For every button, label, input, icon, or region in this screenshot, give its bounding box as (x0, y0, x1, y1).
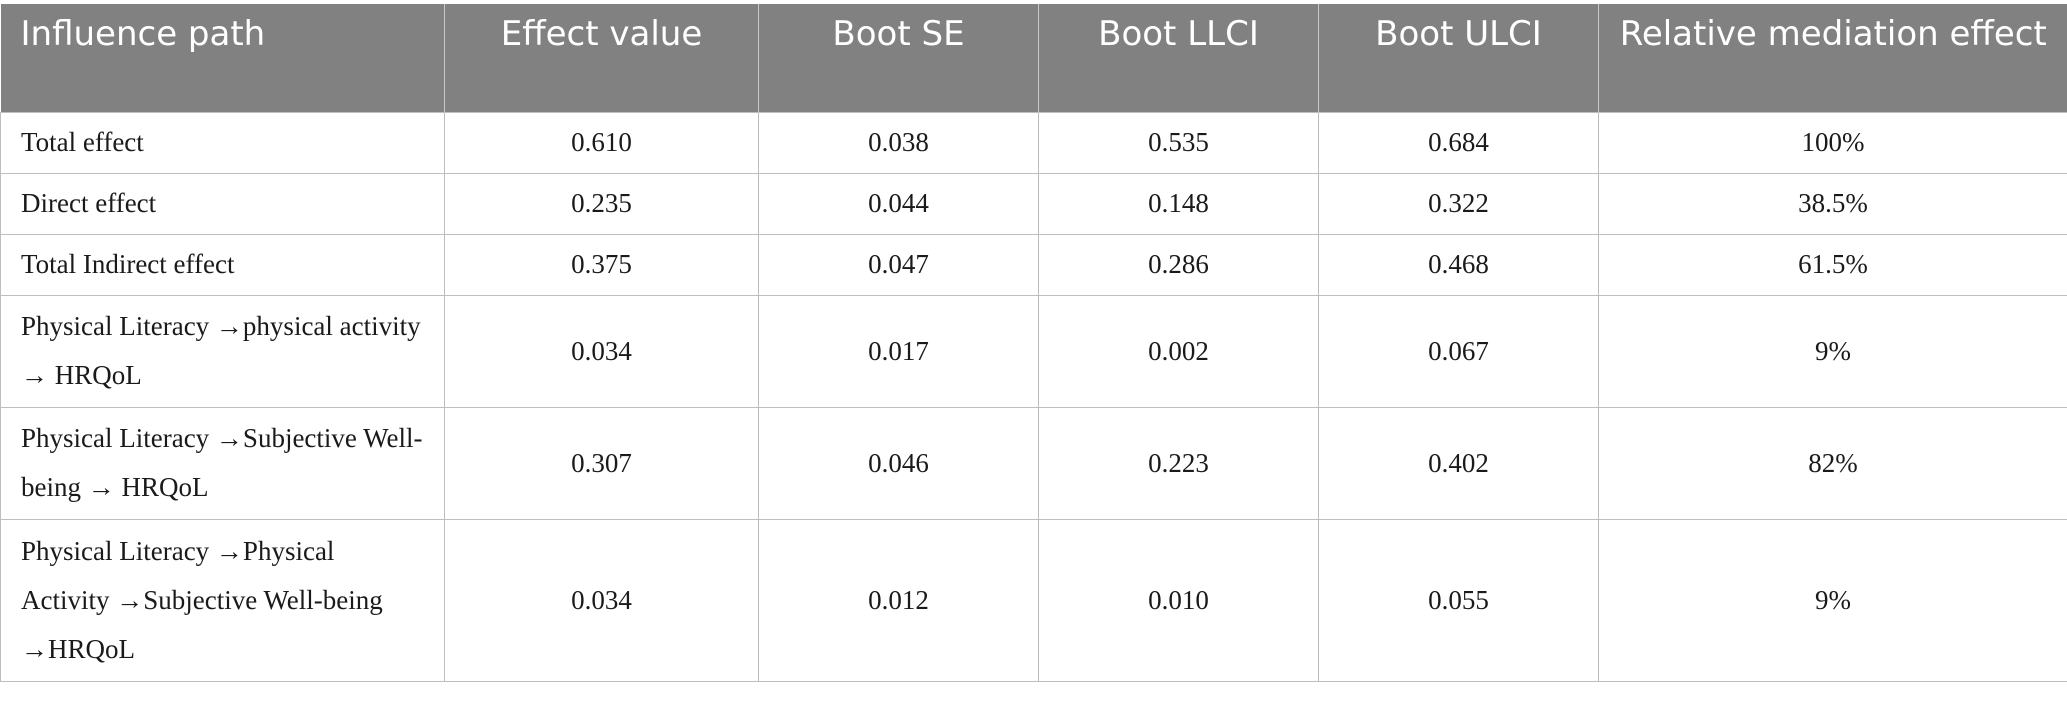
effect-value-cell: 0.610 (444, 111, 759, 174)
header-influence-path: Influence path (0, 4, 445, 112)
header-effect-value: Effect value (444, 4, 759, 112)
effect-value-cell: 0.034 (444, 518, 759, 682)
relative-effect-cell: 61.5% (1598, 233, 2067, 296)
table-row: Total Indirect effect 0.375 0.047 0.286 … (0, 233, 2067, 296)
table-row: Physical Literacy →Physical Activity →Su… (0, 518, 2067, 682)
header-relative-mediation-effect: Relative mediation effect (1598, 4, 2067, 112)
boot-ulci-cell: 0.468 (1318, 233, 1599, 296)
boot-ulci-cell: 0.684 (1318, 111, 1599, 174)
boot-se-cell: 0.038 (758, 111, 1039, 174)
influence-path-cell: Direct effect (0, 172, 445, 235)
influence-path-cell: Physical Literacy →Physical Activity →Su… (0, 518, 445, 682)
effect-value-cell: 0.034 (444, 294, 759, 408)
header-boot-ulci: Boot ULCI (1318, 4, 1599, 112)
header-row: Influence path Effect value Boot SE Boot… (0, 4, 2067, 112)
boot-llci-cell: 0.535 (1038, 111, 1319, 174)
effect-value-cell: 0.307 (444, 406, 759, 520)
boot-se-cell: 0.044 (758, 172, 1039, 235)
influence-path-cell: Total effect (0, 111, 445, 174)
boot-ulci-cell: 0.402 (1318, 406, 1599, 520)
effect-value-cell: 0.235 (444, 172, 759, 235)
boot-llci-cell: 0.286 (1038, 233, 1319, 296)
boot-se-cell: 0.017 (758, 294, 1039, 408)
table-body: Total effect 0.610 0.038 0.535 0.684 100… (0, 111, 2067, 682)
table-row: Physical Literacy →physical activity → H… (0, 294, 2067, 408)
effect-value-cell: 0.375 (444, 233, 759, 296)
boot-ulci-cell: 0.067 (1318, 294, 1599, 408)
boot-se-cell: 0.047 (758, 233, 1039, 296)
boot-se-cell: 0.012 (758, 518, 1039, 682)
mediation-effect-table: Influence path Effect value Boot SE Boot… (0, 4, 2067, 682)
relative-effect-cell: 100% (1598, 111, 2067, 174)
table-row: Total effect 0.610 0.038 0.535 0.684 100… (0, 111, 2067, 174)
relative-effect-cell: 9% (1598, 518, 2067, 682)
boot-llci-cell: 0.148 (1038, 172, 1319, 235)
boot-ulci-cell: 0.055 (1318, 518, 1599, 682)
influence-path-cell: Total Indirect effect (0, 233, 445, 296)
relative-effect-cell: 9% (1598, 294, 2067, 408)
influence-path-cell: Physical Literacy →physical activity → H… (0, 294, 445, 408)
boot-se-cell: 0.046 (758, 406, 1039, 520)
boot-llci-cell: 0.010 (1038, 518, 1319, 682)
influence-path-cell: Physical Literacy →Subjective Well-being… (0, 406, 445, 520)
table-row: Physical Literacy →Subjective Well-being… (0, 406, 2067, 520)
table-header: Influence path Effect value Boot SE Boot… (0, 4, 2067, 112)
header-boot-se: Boot SE (758, 4, 1039, 112)
table-row: Direct effect 0.235 0.044 0.148 0.322 38… (0, 172, 2067, 235)
header-boot-llci: Boot LLCI (1038, 4, 1319, 112)
relative-effect-cell: 82% (1598, 406, 2067, 520)
boot-ulci-cell: 0.322 (1318, 172, 1599, 235)
relative-effect-cell: 38.5% (1598, 172, 2067, 235)
boot-llci-cell: 0.002 (1038, 294, 1319, 408)
boot-llci-cell: 0.223 (1038, 406, 1319, 520)
